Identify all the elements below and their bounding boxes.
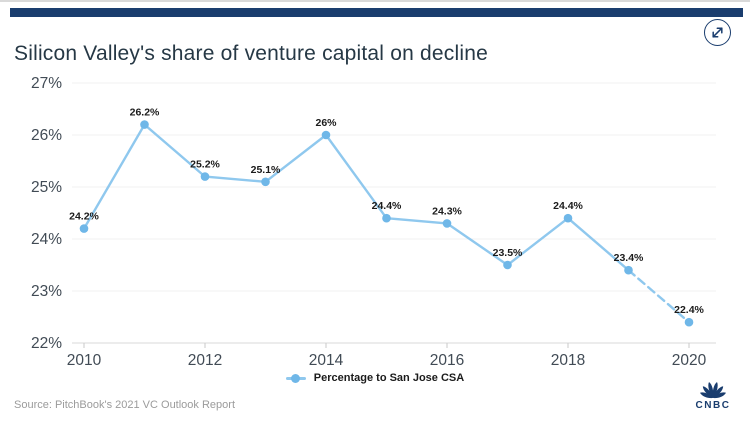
x-tick-label: 2020 (672, 352, 707, 369)
chart-title: Silicon Valley's share of venture capita… (14, 42, 488, 66)
data-point-label: 24.4% (372, 200, 402, 212)
y-tick-label: 22% (31, 335, 62, 352)
cnbc-wordmark: CNBC (695, 400, 731, 411)
data-point-label: 26.2% (130, 107, 160, 119)
source-note: Source: PitchBook's 2021 VC Outlook Repo… (14, 399, 235, 411)
y-tick-label: 25% (31, 179, 62, 196)
data-point (442, 219, 452, 228)
x-tick-label: 2010 (67, 352, 102, 369)
data-point (200, 172, 210, 181)
data-point-label: 25.1% (251, 164, 281, 176)
data-point (261, 177, 270, 187)
data-point-label: 26% (315, 117, 337, 129)
y-tick-label: 24% (31, 231, 62, 248)
y-tick-label: 27% (31, 75, 62, 92)
data-point-label: 24.4% (553, 200, 583, 212)
expand-button[interactable] (704, 19, 731, 46)
line-chart: 22% 23% 24% 25% 26% 27% 2010 2012 2014 2016 2018 20… (31, 75, 716, 369)
peacock-feathers (700, 381, 726, 399)
legend-label: Percentage to San Jose CSA (313, 372, 465, 384)
data-point (503, 260, 512, 270)
x-tick-label: 2012 (188, 352, 222, 369)
legend-line-marker-icon (285, 373, 306, 383)
data-point-label: 23.5% (493, 247, 523, 259)
cnbc-logo: CNBC (688, 376, 738, 416)
y-tick-label: 26% (31, 127, 62, 144)
series-line (82, 123, 630, 272)
x-tick-label: 2016 (430, 352, 464, 369)
data-point (321, 130, 331, 140)
data-point (79, 224, 89, 233)
peacock-icon (700, 381, 726, 399)
legend: Percentage to San Jose CSA (0, 372, 750, 384)
x-tick-label: 2014 (309, 352, 344, 369)
y-tick-label: 23% (31, 283, 62, 300)
x-tick-label: 2018 (551, 352, 585, 369)
data-point (382, 213, 391, 223)
data-point-label: 24.2% (69, 211, 99, 223)
data-point (684, 317, 694, 327)
data-point-label: 25.2% (190, 159, 220, 171)
series-line-dashed-forecast (627, 268, 691, 324)
expand-diagonal-icon (712, 27, 723, 38)
accent-bar (10, 8, 743, 17)
data-point (624, 265, 633, 275)
data-point-label: 24.3% (432, 205, 462, 217)
data-point (140, 120, 149, 129)
page-top-edge (0, 0, 750, 2)
data-point-label: 23.4% (614, 252, 644, 264)
data-point-label: 22.4% (674, 304, 704, 316)
data-point (563, 213, 573, 223)
